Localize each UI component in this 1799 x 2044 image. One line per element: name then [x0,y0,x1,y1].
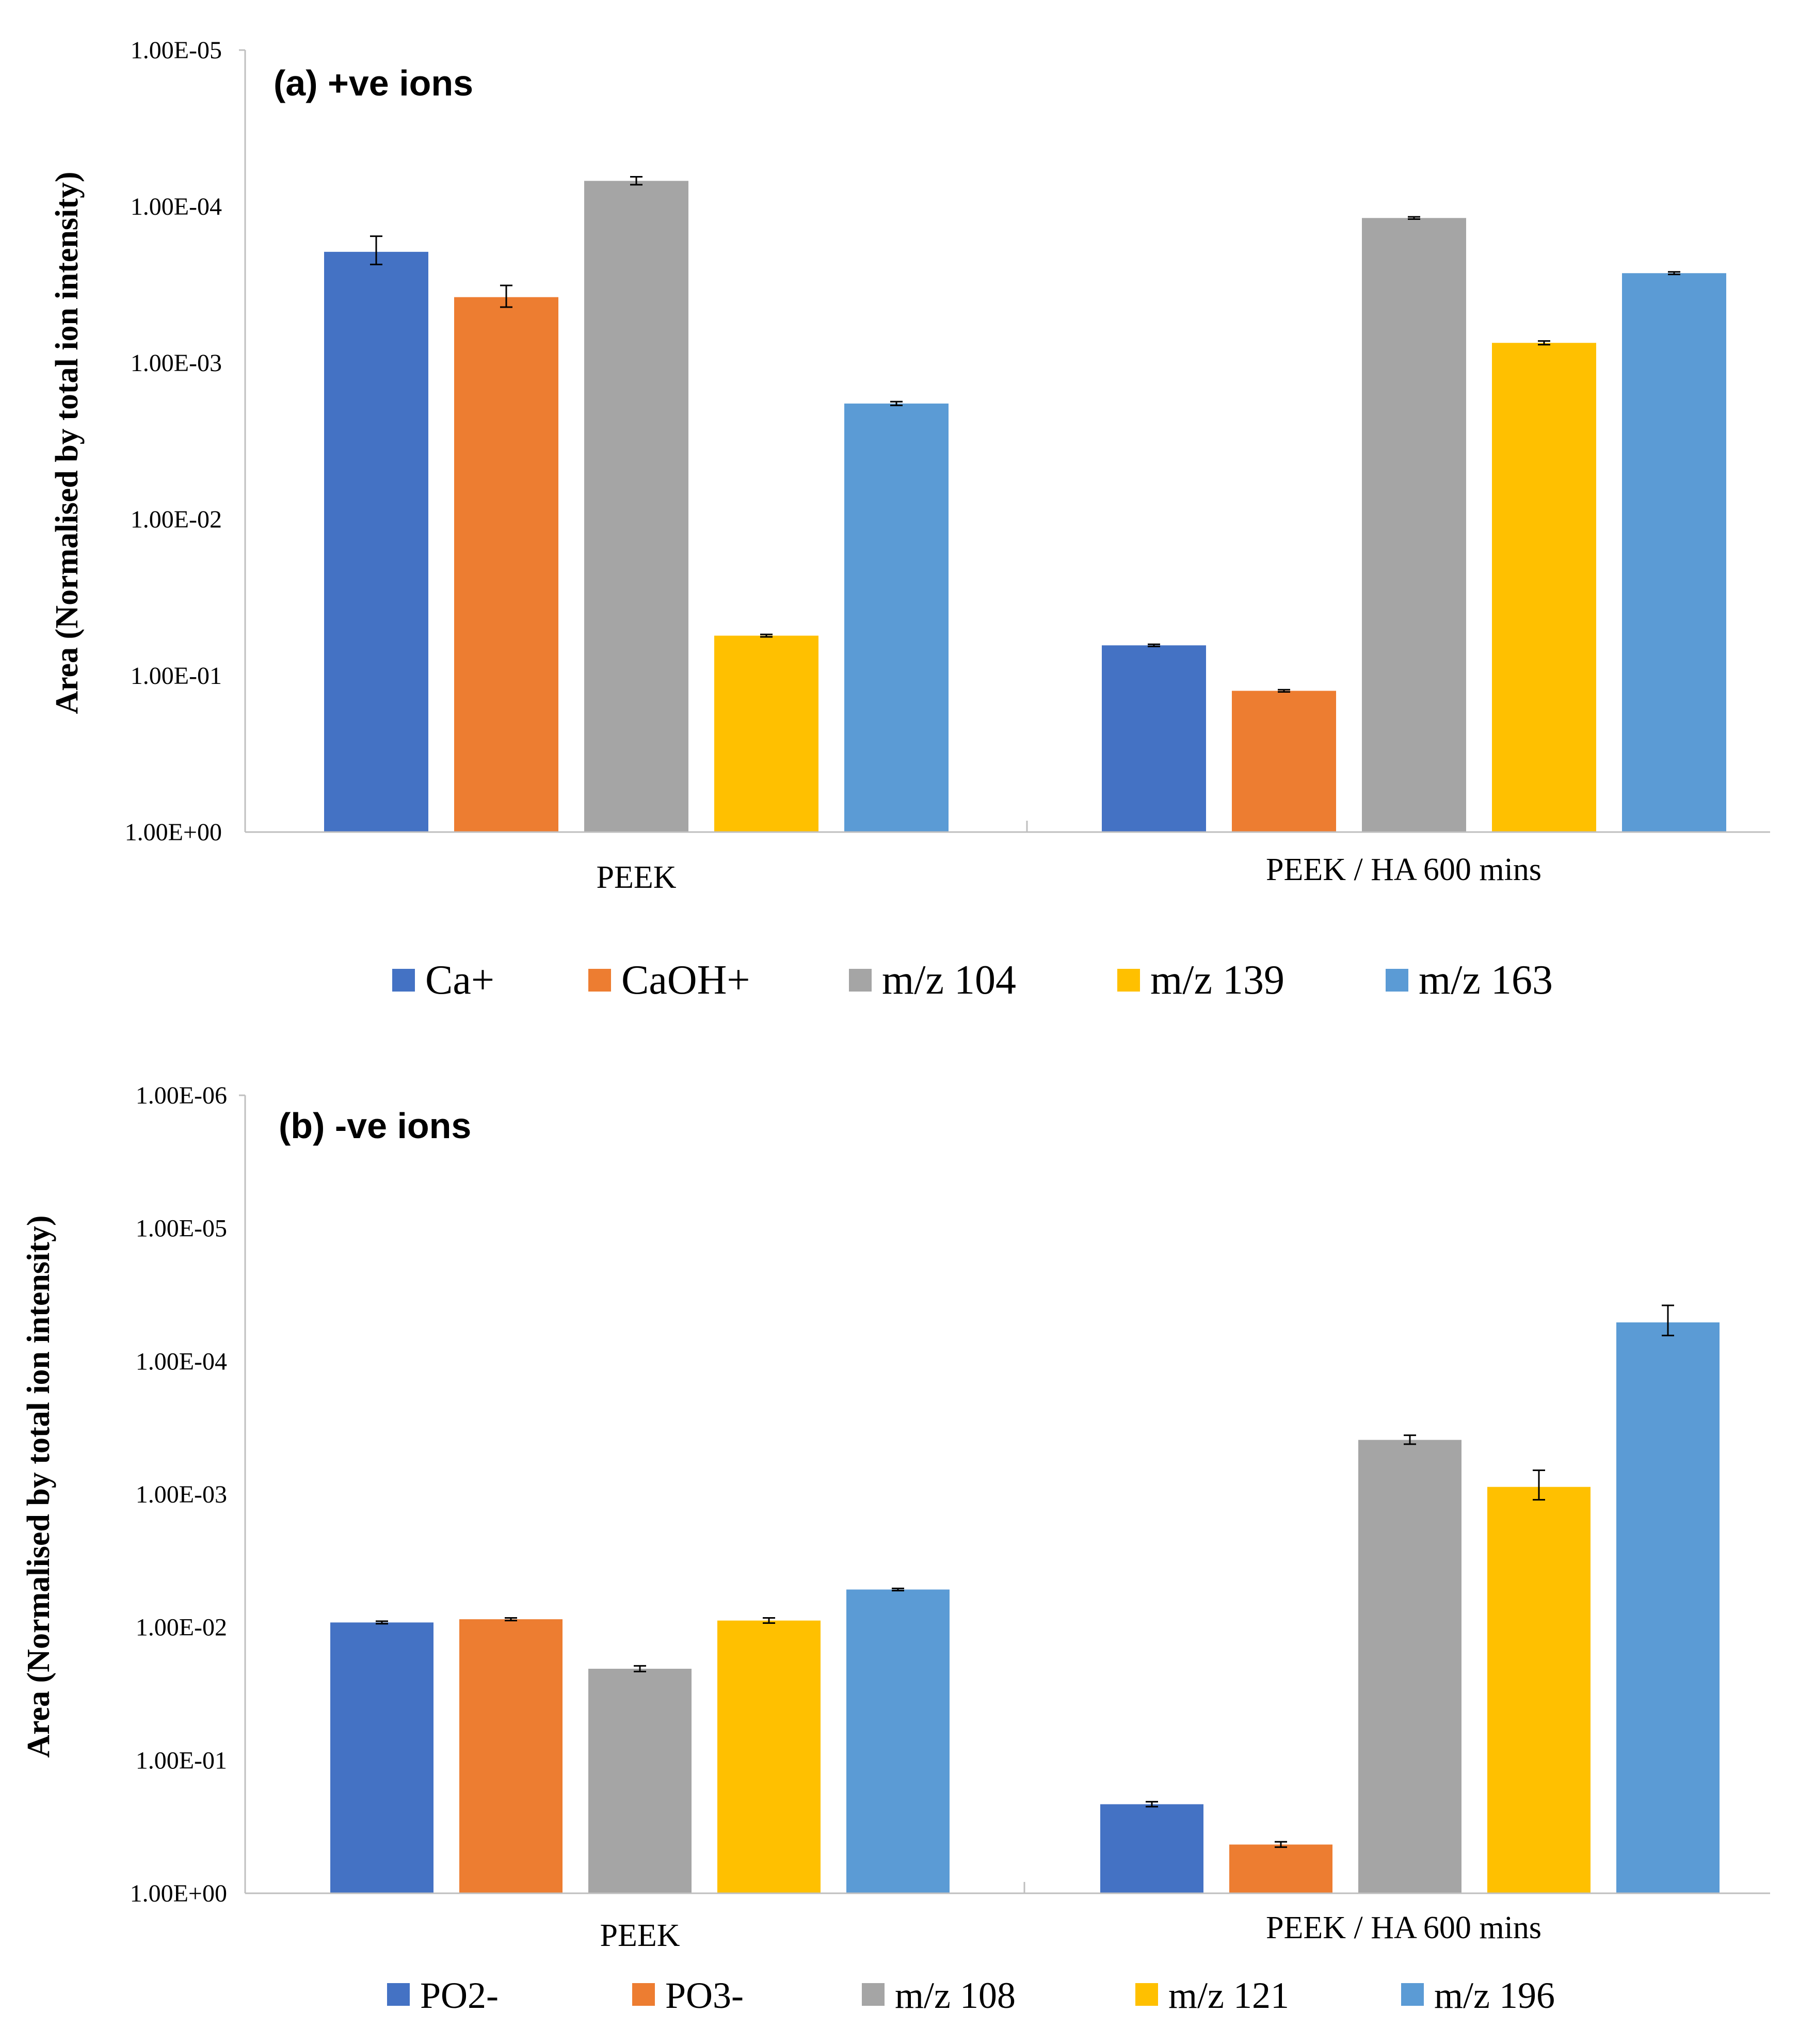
panel-b-errorbar-m-z-108-1 [1404,1434,1416,1445]
panel-a-errorbar-caoh--0 [500,284,512,308]
panel-b-chart: (b) -ve ions Area (Normalised by total i… [21,1082,1770,2016]
panel-b-errorbar-po2--1 [1146,1801,1158,1808]
panel-a-legend-swatch-m-z-139 [1117,969,1140,992]
panel-b-y-tick-labels: 1.00E-06 1.00E-05 1.00E-04 1.00E-03 1.00E-02… [130,1082,227,1907]
panel-a-errorbar-m-z-163-0 [890,401,903,406]
panel-a-bar-m-z-139-1 [1492,343,1596,832]
panel-a-errorbar-ca--0 [370,235,382,265]
panel-b-category-label-1: PEEK / HA 600 mins [1266,1910,1541,1945]
panel-a-axes [239,49,1770,833]
panel-b-bar-m-z-108-1 [1358,1440,1461,1893]
panel-a-bar-caoh--1 [1232,691,1336,832]
panel-b-legend-label-m-z-121: m/z 121 [1168,1975,1289,2016]
panel-b-bar-po3--0 [459,1619,563,1893]
panel-b-y-tick-5: 1.00E-01 [136,1747,227,1774]
panel-a-errorbar-m-z-139-1 [1538,340,1550,346]
panel-a-errorbar-m-z-104-0 [630,176,642,186]
panel-a-errorbar-caoh--1 [1278,689,1290,693]
panel-a-y-tick-4: 1.00E-01 [131,662,222,690]
panel-b-bar-m-z-108-0 [588,1668,692,1893]
panel-b-errorbar-po2--0 [376,1620,388,1625]
panel-b-errorbar-m-z-121-0 [763,1617,775,1624]
panel-a-y-tick-0: 1.00E-05 [131,37,222,64]
panel-b-y-tick-0: 1.00E-06 [136,1082,227,1109]
panel-a-bar-m-z-139-0 [714,635,818,832]
panel-b-bar-m-z-121-1 [1487,1487,1591,1893]
panel-b-legend-label-po2-: PO2- [420,1975,499,2016]
panel-b-errorbar-m-z-196-0 [892,1587,904,1592]
panel-b-legend-swatch-po3- [632,1983,655,2006]
panel-a-bar-m-z-104-1 [1362,218,1466,832]
panel-b-legend-swatch-po2- [387,1983,410,2006]
panel-b-legend: PO2- PO3- m/z 108 m/z 121 m/z 196 [387,1975,1555,2016]
panel-b-axes [239,1094,1770,1894]
panel-b-y-tick-1: 1.00E-05 [136,1215,227,1242]
panel-b-errorbar-m-z-196-1 [1662,1304,1674,1336]
panel-a-errorbar-m-z-104-1 [1408,216,1420,220]
panel-b-legend-label-m-z-196: m/z 196 [1434,1975,1555,2016]
panel-b-errorbar-po3--1 [1275,1841,1287,1848]
panel-a-errorbar-m-z-139-0 [760,633,773,638]
panel-b-bar-po2--1 [1100,1804,1203,1893]
panel-a-bar-ca--0 [324,251,428,832]
panel-a-legend-label-m-z-104: m/z 104 [882,957,1016,1003]
panel-b-bar-m-z-196-0 [846,1589,950,1893]
panel-a-legend-swatch-m-z-104 [849,969,872,992]
panel-a-y-axis-label: Area (Normalised by total ion intensity) [50,171,85,714]
panel-b-legend-swatch-m-z-196 [1401,1983,1424,2006]
panel-b-bar-m-z-196-1 [1616,1322,1720,1893]
panel-a-errorbar-ca--1 [1148,643,1160,647]
panel-b-errorbar-m-z-108-0 [634,1665,646,1672]
panel-b-bar-po2--0 [330,1622,433,1893]
panel-a-bar-m-z-163-1 [1622,273,1726,832]
panel-a-y-tick-1: 1.00E-04 [131,193,222,220]
panel-a-category-label-1: PEEK / HA 600 mins [1266,852,1541,887]
panel-b-bar-po3--1 [1229,1844,1332,1893]
panel-a-legend-label-ca-: Ca+ [425,957,494,1003]
panel-b-y-tick-3: 1.00E-03 [136,1481,227,1508]
panel-a-legend-label-m-z-139: m/z 139 [1150,957,1284,1003]
panel-a-bar-m-z-104-0 [584,181,688,832]
panel-b-errorbar-m-z-121-1 [1533,1470,1545,1501]
panel-a-bar-m-z-163-0 [844,403,949,832]
panel-b-title: (b) -ve ions [279,1106,471,1146]
panel-a-bars [324,176,1726,832]
panel-a-legend-swatch-ca- [392,969,415,992]
panel-b-y-tick-4: 1.00E-02 [136,1614,227,1641]
panel-a-errorbar-m-z-163-1 [1668,271,1680,276]
panel-b-legend-label-m-z-108: m/z 108 [895,1975,1016,2016]
panel-a-y-tick-labels: 1.00E-05 1.00E-04 1.00E-03 1.00E-02 1.00E-01… [125,37,222,846]
panel-b-errorbar-po3--0 [505,1617,517,1622]
panel-b-legend-label-po3-: PO3- [665,1975,744,2016]
panel-b-y-axis-label: Area (Normalised by total ion intensity) [21,1215,56,1758]
panel-a-legend-swatch-caoh- [588,969,611,992]
panel-b-y-tick-2: 1.00E-04 [136,1348,227,1375]
panel-b-bars [330,1304,1720,1893]
panel-a-chart: (a) +ve ions Area (Normalised by total i… [50,37,1770,1003]
panel-b-category-label-0: PEEK [600,1918,680,1953]
panel-a-bar-caoh--0 [454,297,558,832]
panel-a-y-tick-5: 1.00E+00 [125,819,222,846]
panel-b-bar-m-z-121-0 [717,1620,821,1893]
panel-a-y-tick-3: 1.00E-02 [131,506,222,533]
panel-b-y-tick-6: 1.00E+00 [130,1880,227,1907]
panel-a-legend-label-m-z-163: m/z 163 [1419,957,1553,1003]
panel-a-bar-ca--1 [1102,645,1206,832]
panel-a-category-label-0: PEEK [597,860,677,895]
panel-a-title: (a) +ve ions [274,63,473,103]
panel-a-legend-swatch-m-z-163 [1386,969,1408,992]
panel-a-legend-label-caoh-: CaOH+ [621,957,750,1003]
panel-a-y-tick-2: 1.00E-03 [131,349,222,377]
panel-b-legend-swatch-m-z-121 [1135,1983,1158,2006]
panel-a-legend: Ca+ CaOH+ m/z 104 m/z 139 m/z 163 [392,957,1553,1003]
panel-b-legend-swatch-m-z-108 [862,1983,885,2006]
